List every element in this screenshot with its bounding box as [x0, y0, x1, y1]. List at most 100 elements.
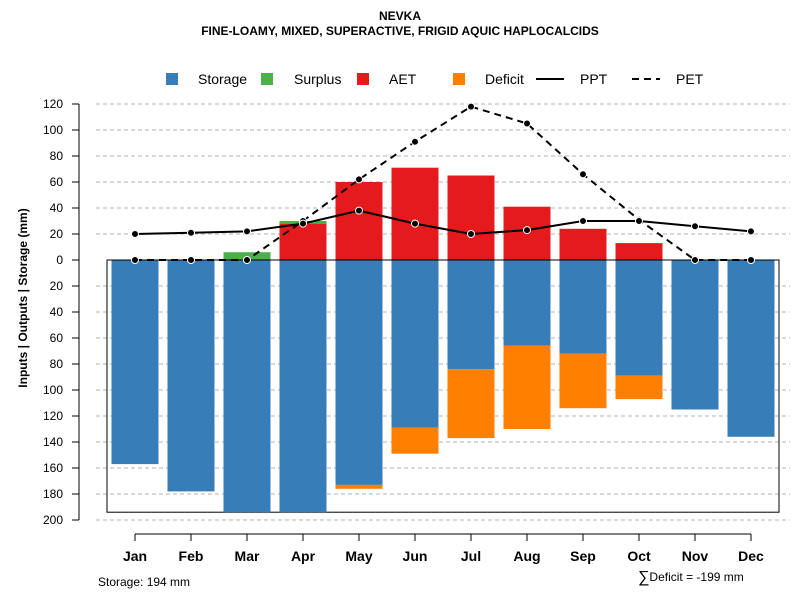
y-tick-label: 100 [43, 123, 63, 137]
ppt-point [691, 222, 699, 231]
chart-title: NEVKA [378, 9, 421, 23]
storage-bar [111, 260, 159, 465]
y-tick-label: 0 [56, 253, 63, 267]
axes: 1201008060402002040608010012014016018020… [16, 97, 764, 564]
x-tick-label: Feb [179, 548, 204, 564]
storage-note: Storage: 194 mm [98, 575, 191, 589]
aet-bar [615, 243, 663, 260]
pet-point [691, 256, 699, 264]
legend-label: Deficit [485, 71, 524, 87]
y-axis-title: Inputs | Outputs | Storage (mm) [16, 208, 30, 387]
y-tick-label: 180 [43, 487, 63, 501]
y-tick-label: 60 [50, 331, 64, 345]
x-tick-label: Sep [570, 548, 596, 564]
pet-point [579, 170, 587, 179]
x-tick-label: Dec [738, 548, 764, 564]
legend-label: Surplus [294, 71, 341, 87]
y-tick-label: 20 [50, 279, 64, 293]
aet-bar [335, 182, 383, 260]
legend-item: PET [632, 71, 704, 87]
ppt-point [187, 228, 195, 237]
deficit-bar [391, 427, 439, 454]
x-tick-label: Apr [291, 548, 316, 564]
deficit-note-text: Deficit = -199 mm [649, 570, 744, 584]
legend-swatch [166, 73, 178, 85]
pet-line [135, 105, 751, 261]
pet-point [131, 256, 139, 264]
deficit-bar [503, 345, 551, 429]
storage-bar [727, 260, 775, 437]
aet-bar [447, 175, 495, 260]
bars [111, 167, 775, 513]
deficit-bar [615, 375, 663, 400]
aet-bar [559, 228, 607, 260]
deficit-bar [335, 484, 383, 489]
ppt-point [635, 217, 643, 225]
x-tick-label: May [345, 548, 372, 564]
pet-point [523, 119, 531, 128]
y-tick-label: 120 [43, 97, 63, 111]
ppt-point [355, 206, 363, 215]
ppt-point [579, 217, 587, 225]
legend: Storage Surplus AET Deficit PPT PET [166, 71, 704, 87]
aet-bar [279, 223, 327, 260]
storage-bar [671, 260, 719, 410]
ppt-point [747, 227, 755, 236]
sigma-symbol: ∑ [638, 569, 650, 586]
ppt-point [131, 230, 139, 238]
y-tick-label: 140 [43, 435, 63, 449]
y-tick-label: 40 [50, 201, 64, 215]
legend-item: AET [357, 71, 417, 87]
y-tick-label: 100 [43, 383, 63, 397]
y-tick-label: 160 [43, 461, 63, 475]
storage-bar [335, 260, 383, 485]
y-tick-label: 80 [50, 149, 64, 163]
legend-swatch [261, 73, 273, 85]
pet-point [243, 256, 251, 264]
lines [131, 102, 755, 264]
x-tick-label: Jul [461, 548, 481, 564]
pet-point [187, 256, 195, 264]
storage-bar [559, 260, 607, 354]
storage-bar [167, 260, 215, 492]
storage-bar [391, 260, 439, 428]
y-tick-label: 60 [50, 175, 64, 189]
x-tick-label: Mar [235, 548, 260, 564]
legend-swatch [453, 73, 465, 85]
y-tick-label: 80 [50, 357, 64, 371]
ppt-line [134, 209, 752, 236]
legend-label: Storage [198, 71, 247, 87]
storage-bar [279, 260, 327, 513]
storage-bar [223, 260, 271, 513]
storage-bar [503, 260, 551, 346]
legend-item: Surplus [261, 71, 341, 87]
pet-point [467, 102, 475, 111]
pet-point [411, 137, 419, 146]
ppt-point [467, 230, 475, 238]
pet-point [747, 256, 755, 264]
deficit-note: ∑Deficit = -199 mm [638, 569, 744, 587]
y-tick-label: 120 [43, 409, 63, 423]
x-tick-label: Aug [513, 548, 540, 564]
y-tick-label: 200 [43, 513, 63, 527]
aet-bar [391, 167, 439, 260]
x-tick-label: Nov [682, 548, 709, 564]
y-tick-label: 20 [50, 227, 64, 241]
x-tick-label: Jan [123, 548, 147, 564]
storage-bar [615, 260, 663, 376]
legend-item: PPT [536, 71, 608, 87]
x-tick-label: Jun [403, 548, 428, 564]
legend-swatch [357, 73, 369, 85]
chart-subtitle: FINE-LOAMY, MIXED, SUPERACTIVE, FRIGID A… [201, 24, 599, 38]
y-tick-label: 40 [50, 305, 64, 319]
ppt-point [411, 219, 419, 228]
legend-item: Storage [166, 71, 247, 87]
deficit-bar [447, 369, 495, 439]
ppt-point [243, 227, 251, 236]
pet-point [355, 175, 363, 184]
deficit-bar [559, 353, 607, 409]
ppt-point [523, 226, 531, 235]
storage-bar [447, 260, 495, 370]
x-tick-label: Oct [627, 548, 651, 564]
